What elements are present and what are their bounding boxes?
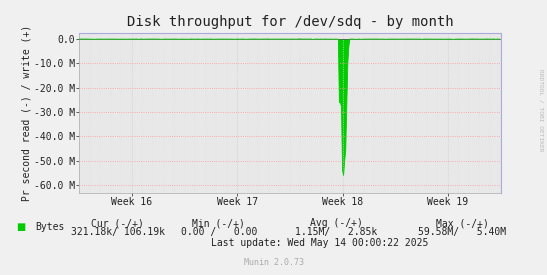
Text: 0.00 /   0.00: 0.00 / 0.00 xyxy=(181,227,257,237)
Text: Munin 2.0.73: Munin 2.0.73 xyxy=(243,258,304,267)
Text: ■: ■ xyxy=(16,222,26,232)
Text: 59.58M/   5.40M: 59.58M/ 5.40M xyxy=(418,227,507,237)
Text: 1.15M/   2.85k: 1.15M/ 2.85k xyxy=(295,227,377,237)
Text: RRDTOOL / TOBI OETIKER: RRDTOOL / TOBI OETIKER xyxy=(538,69,543,151)
Text: Max (-/+): Max (-/+) xyxy=(436,218,488,228)
Text: 321.18k/ 106.19k: 321.18k/ 106.19k xyxy=(71,227,165,237)
Y-axis label: Pr second read (-) / write (+): Pr second read (-) / write (+) xyxy=(21,25,31,201)
Title: Disk throughput for /dev/sdq - by month: Disk throughput for /dev/sdq - by month xyxy=(126,15,453,29)
Text: Last update: Wed May 14 00:00:22 2025: Last update: Wed May 14 00:00:22 2025 xyxy=(211,238,429,248)
Text: Min (-/+): Min (-/+) xyxy=(193,218,245,228)
Text: Avg (-/+): Avg (-/+) xyxy=(310,218,363,228)
Text: Bytes: Bytes xyxy=(36,222,65,232)
Text: Cur (-/+): Cur (-/+) xyxy=(91,218,144,228)
